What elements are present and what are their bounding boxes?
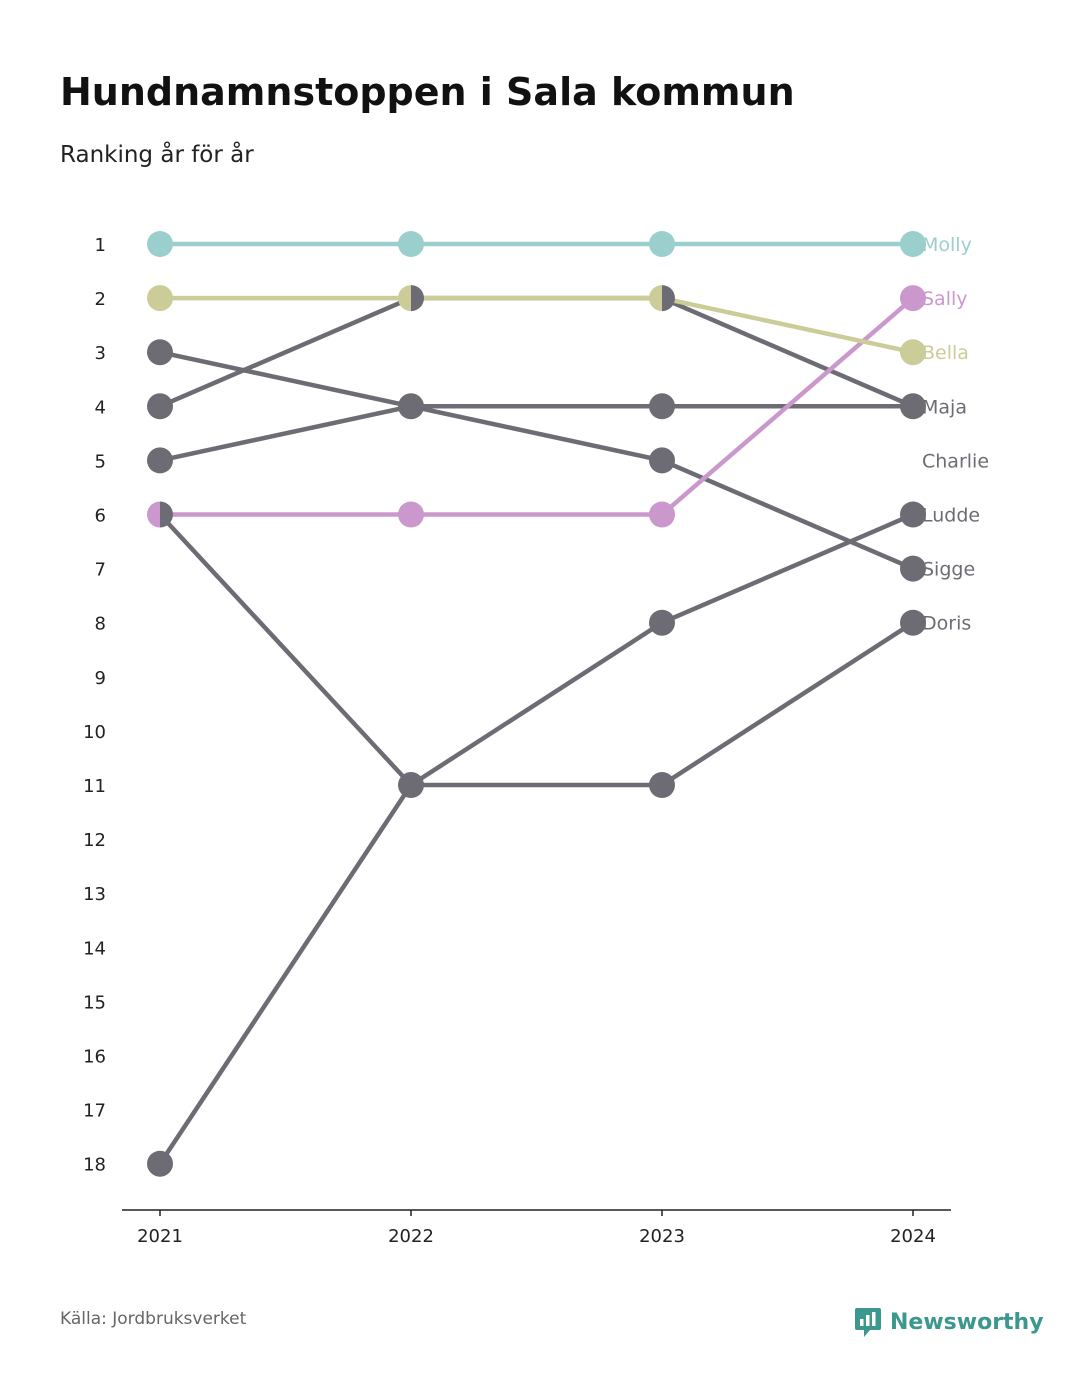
y-tick-label: 18 [83, 1155, 106, 1176]
data-point-left-half [649, 285, 662, 312]
data-point [147, 393, 173, 420]
data-point [398, 231, 424, 257]
series-line-bella [157, 295, 916, 355]
data-point-right-half [662, 285, 676, 312]
series-label-charlie: Charlie [922, 450, 989, 472]
data-point [147, 447, 173, 474]
y-tick-label: 11 [83, 776, 106, 797]
data-point [900, 609, 926, 636]
series-line-sally [157, 295, 916, 517]
series-label-molly: Molly [922, 234, 972, 256]
chart-subtitle: Ranking år för år [60, 142, 254, 168]
data-point [649, 447, 675, 474]
x-axis-ticks: 2021 2022 2023 2024 [137, 1210, 936, 1247]
data-point [398, 772, 424, 798]
data-point-right-half [160, 501, 173, 528]
series-line-maja [157, 295, 916, 409]
series-line-sigge [157, 349, 916, 571]
data-point [649, 501, 675, 528]
data-point [900, 393, 926, 420]
y-tick-label: 14 [83, 938, 106, 959]
y-tick-label: 9 [95, 668, 106, 689]
y-tick-label: 5 [95, 451, 106, 472]
data-point-right-half [411, 285, 425, 312]
data-point [147, 285, 173, 312]
data-point [398, 393, 424, 420]
y-tick-label: 7 [95, 560, 106, 581]
y-tick-label: 4 [95, 397, 106, 418]
y-tick-label: 15 [83, 992, 106, 1013]
series-line-doris [157, 512, 916, 788]
source-note: Källa: Jordbruksverket [60, 1309, 247, 1329]
series-labels: Molly Sally Bella Maja Charlie Ludde Sigge Dori… [922, 234, 989, 635]
data-point [147, 339, 173, 366]
brand-name: Newsworthy [890, 1309, 1044, 1335]
newsworthy-logo: Newsworthy [854, 1306, 1044, 1338]
data-point [147, 231, 173, 257]
data-point [649, 393, 675, 420]
series-label-sigge: Sigge [922, 559, 975, 581]
y-tick-label: 12 [83, 830, 106, 851]
data-point [649, 609, 675, 636]
series-label-maja: Maja [922, 396, 967, 418]
x-tick-label: 2023 [639, 1226, 685, 1247]
series-label-sally: Sally [922, 288, 968, 310]
y-tick-label: 10 [83, 722, 106, 743]
y-tick-label: 13 [83, 884, 106, 905]
x-tick-label: 2021 [137, 1226, 183, 1247]
data-point [147, 1150, 173, 1177]
y-tick-label: 16 [83, 1047, 106, 1068]
series-lines [157, 241, 916, 1166]
y-tick-label: 6 [95, 506, 106, 527]
x-tick-label: 2024 [890, 1226, 936, 1247]
y-tick-label: 3 [95, 343, 106, 364]
data-point [900, 501, 926, 528]
data-point [900, 555, 926, 582]
y-tick-label: 1 [95, 235, 106, 256]
data-point [900, 339, 926, 366]
data-point [900, 285, 926, 312]
series-label-doris: Doris [922, 613, 971, 635]
data-point [649, 231, 675, 257]
series-points [147, 231, 926, 1177]
y-tick-label: 8 [95, 614, 106, 635]
data-point-left-half [398, 285, 411, 312]
y-tick-label: 17 [83, 1101, 106, 1122]
x-tick-label: 2022 [388, 1226, 434, 1247]
data-point [398, 501, 424, 528]
data-point [900, 231, 926, 257]
y-tick-label: 2 [95, 289, 106, 310]
series-label-ludde: Ludde [922, 505, 980, 527]
data-point-left-half [147, 501, 160, 528]
chart-title: Hundnamnstoppen i Sala kommun [60, 70, 795, 114]
series-line-ludde [157, 512, 916, 1166]
newsworthy-logo-icon [855, 1308, 881, 1337]
series-label-bella: Bella [922, 342, 969, 364]
data-point [649, 772, 675, 798]
